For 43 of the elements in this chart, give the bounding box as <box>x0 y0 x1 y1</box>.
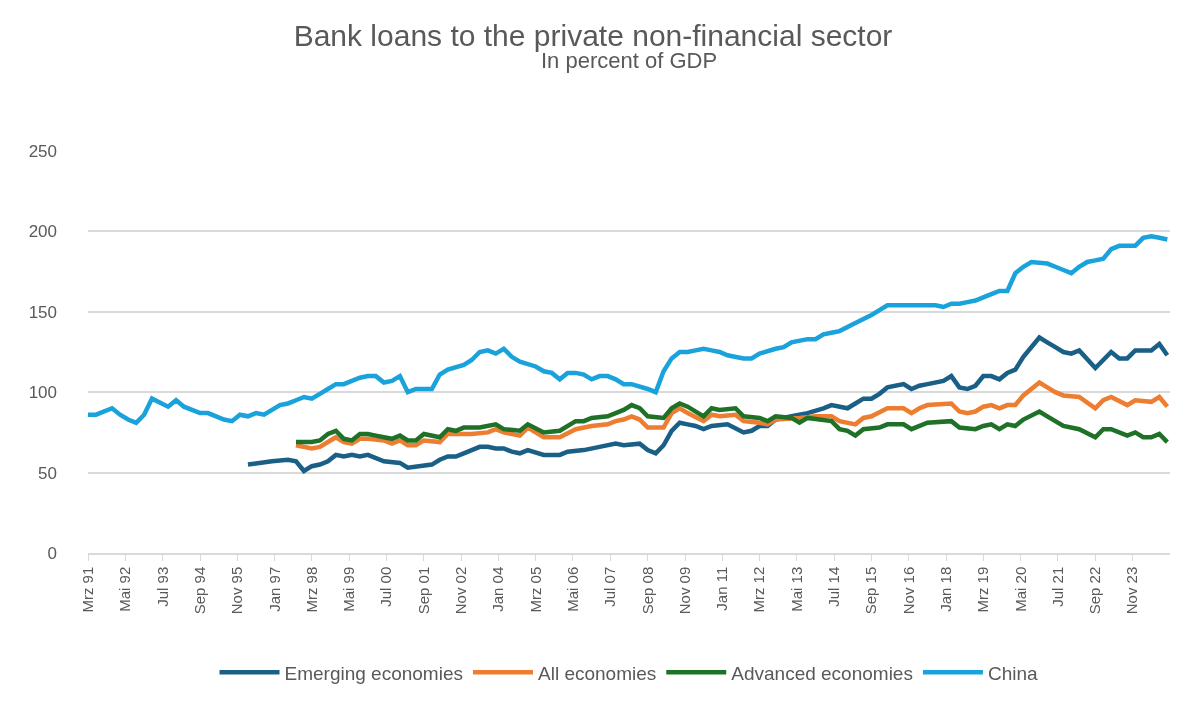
x-tick-label: Mai 92 <box>116 566 134 612</box>
x-tick-label: Sep 22 <box>1086 566 1104 615</box>
x-tick-label: Mrz 91 <box>78 566 96 613</box>
x-tick-label: Sep 94 <box>190 566 208 615</box>
y-tick-label: 150 <box>28 302 57 322</box>
x-tick-label: Jul 21 <box>1048 566 1066 607</box>
x-tick-label: Mai 20 <box>1011 566 1029 612</box>
x-tick-label: Sep 08 <box>638 566 656 615</box>
x-tick-label: Jul 07 <box>601 566 619 607</box>
legend-label: All economies <box>537 662 657 684</box>
x-tick-label: Jan 18 <box>937 566 955 612</box>
x-tick-label: Mrz 05 <box>526 566 544 613</box>
y-tick-label: 50 <box>38 463 57 483</box>
x-tick-label: Jan 97 <box>265 566 283 612</box>
legend-label: China <box>987 662 1039 684</box>
y-tick-label: 200 <box>28 222 57 242</box>
x-tick-label: Sep 01 <box>414 566 432 615</box>
x-tick-label: Mai 99 <box>340 566 358 612</box>
x-tick-label: Jul 00 <box>377 566 395 607</box>
x-tick-label: Mai 06 <box>563 566 581 612</box>
x-tick-label: Nov 16 <box>899 566 917 615</box>
line-series <box>293 380 1170 451</box>
x-tick-label: Nov 23 <box>1123 566 1141 615</box>
x-tick-label: Sep 15 <box>862 566 880 615</box>
x-tick-label: Mrz 98 <box>302 566 320 613</box>
legend-label: Emerging economies <box>284 662 463 684</box>
line-series <box>88 233 1170 425</box>
x-tick-label: Nov 95 <box>228 566 246 615</box>
y-tick-label: 250 <box>28 141 57 161</box>
x-tick-label: Mai 13 <box>787 566 805 612</box>
x-tick-label: Mrz 12 <box>750 566 768 613</box>
x-tick-label: Jan 04 <box>489 566 507 612</box>
x-tick-label: Jul 14 <box>824 566 842 607</box>
x-tick-label: Jul 93 <box>153 566 171 607</box>
legend-label: Advanced economies <box>731 662 913 684</box>
line-series <box>245 335 1170 474</box>
x-tick-label: Nov 02 <box>452 566 470 615</box>
line-series <box>293 401 1170 445</box>
x-tick-label: Nov 09 <box>675 566 693 615</box>
x-tick-label: Jan 11 <box>713 566 731 611</box>
y-tick-label: 100 <box>28 383 57 403</box>
x-tick-label: Mrz 19 <box>974 566 992 613</box>
y-tick-label: 0 <box>47 543 57 563</box>
